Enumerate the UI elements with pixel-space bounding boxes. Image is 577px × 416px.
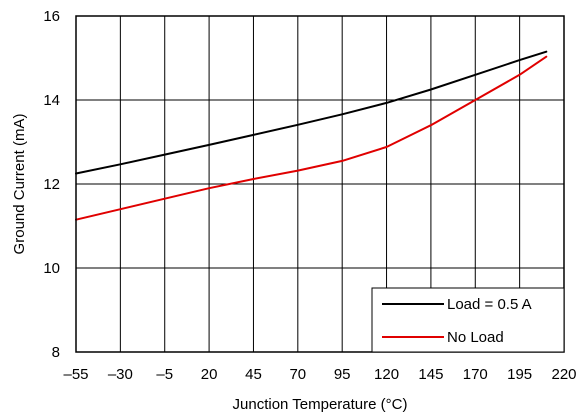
series-line-load xyxy=(75,50,548,175)
y-tick-label: 8 xyxy=(52,344,60,361)
series-line-no-load xyxy=(75,55,548,221)
plot-frame xyxy=(75,15,565,353)
y-tick-label: 14 xyxy=(43,92,60,109)
x-tick-label: –30 xyxy=(108,366,133,383)
x-tick-label: 195 xyxy=(507,366,532,383)
y-tick-label: 16 xyxy=(43,8,60,25)
x-tick-label: 45 xyxy=(245,366,262,383)
series-layer xyxy=(75,50,548,221)
legend-label-no-load: No Load xyxy=(447,329,504,346)
x-axis-label: Junction Temperature (°C) xyxy=(233,396,408,413)
x-tick-label: 170 xyxy=(463,366,488,383)
x-tick-label: –5 xyxy=(156,366,173,383)
x-tick-label: 70 xyxy=(289,366,306,383)
tick-labels: –55 –30 –5 20 45 70 95 120 145 170 195 220 8 10 12 14 16 xyxy=(43,8,576,383)
x-tick-label: 20 xyxy=(201,366,218,383)
y-tick-label: 12 xyxy=(43,176,60,193)
x-tick-label: 220 xyxy=(551,366,576,383)
legend-box xyxy=(371,287,565,353)
x-tick-label: 145 xyxy=(418,366,443,383)
x-tick-label: 120 xyxy=(374,366,399,383)
legend: Load = 0.5 A No Load xyxy=(371,287,565,353)
y-axis-label: Ground Current (mA) xyxy=(11,114,28,255)
legend-label-load: Load = 0.5 A xyxy=(447,296,532,313)
y-tick-label: 10 xyxy=(43,260,60,277)
x-tick-label: –55 xyxy=(63,366,88,383)
x-tick-label: 95 xyxy=(334,366,351,383)
